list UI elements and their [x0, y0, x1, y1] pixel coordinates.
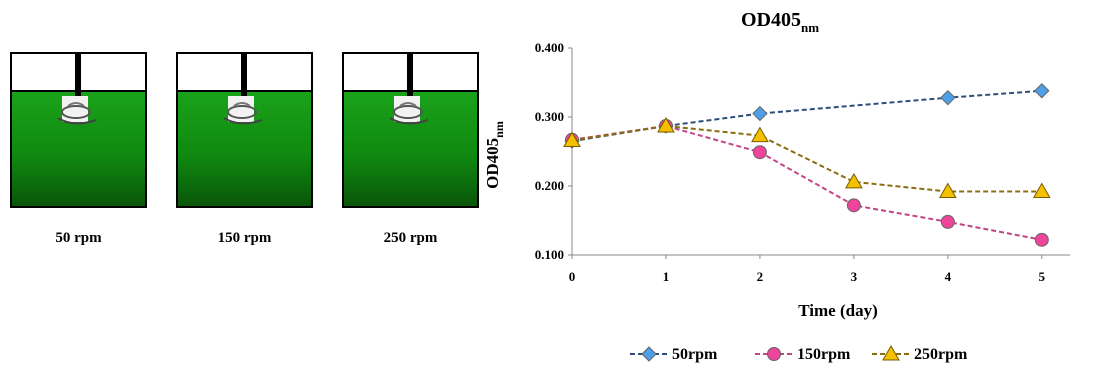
y-axis-title: OD405nm — [483, 121, 506, 189]
series-line-250rpm — [571, 124, 1042, 193]
legend-item-250rpm: 250rpm — [872, 344, 968, 363]
y-tick-label: 0.300 — [535, 109, 564, 124]
legend-label: 50rpm — [672, 346, 718, 363]
legend-marker — [882, 344, 900, 361]
x-tick-label: 3 — [851, 269, 858, 284]
data-point-250rpm — [657, 116, 675, 133]
series-line-150rpm — [571, 124, 1042, 241]
x-tick-label: 0 — [569, 269, 576, 284]
data-point-50rpm — [752, 105, 768, 122]
data-point-250rpm — [1032, 182, 1051, 199]
legend-label: 250rpm — [914, 346, 968, 363]
data-point-150rpm — [846, 198, 861, 213]
data-point-150rpm — [1034, 232, 1049, 247]
impeller-icon — [223, 96, 263, 125]
series-layer — [563, 83, 1051, 247]
impeller-icon — [389, 96, 429, 125]
x-tick-label: 4 — [945, 269, 952, 284]
y-tick-label: 0.200 — [535, 178, 564, 193]
data-point-250rpm — [845, 172, 863, 189]
x-tick-label: 2 — [757, 269, 764, 284]
chart-legend: 50rpm 150rpm 250rpm — [630, 344, 968, 363]
x-axis-title: Time (day) — [798, 301, 878, 320]
series-line-50rpm — [571, 89, 1042, 143]
tank-label-250rpm: 250 rpm — [383, 230, 438, 246]
legend-label: 150rpm — [797, 346, 851, 363]
impeller-icon — [57, 96, 97, 125]
data-point-50rpm — [940, 89, 956, 106]
tank-label-150rpm: 150 rpm — [217, 230, 272, 246]
legend-marker — [641, 346, 657, 362]
data-point-150rpm — [940, 214, 955, 229]
x-tick-label: 1 — [663, 269, 670, 284]
od405-line-chart: OD405nm OD405nm Time (day) 0.100 0.200 0.3… — [483, 9, 1070, 363]
series-50rpm — [564, 83, 1050, 149]
tank-label-50rpm: 50 rpm — [55, 230, 102, 246]
legend-marker — [767, 347, 781, 361]
data-point-250rpm — [751, 126, 769, 143]
stirrer-shaft — [75, 54, 81, 96]
tank-50rpm — [10, 52, 147, 208]
y-tick-label: 0.100 — [535, 247, 564, 262]
data-point-250rpm — [563, 131, 581, 147]
tank-150rpm — [176, 52, 313, 208]
x-tick-label: 5 — [1039, 269, 1046, 284]
series-250rpm — [563, 116, 1051, 199]
stirrer-shaft — [241, 54, 247, 96]
tank-250rpm — [342, 52, 479, 208]
chart-title: OD405nm — [741, 9, 819, 35]
stirrer-shaft — [407, 54, 413, 96]
series-150rpm — [565, 118, 1049, 247]
y-tick-label: 0.400 — [535, 40, 564, 55]
data-point-50rpm — [1034, 83, 1050, 99]
legend-item-50rpm: 50rpm — [630, 346, 718, 363]
data-point-150rpm — [752, 145, 767, 160]
legend-item-150rpm: 150rpm — [755, 346, 851, 363]
data-point-250rpm — [938, 182, 957, 199]
chart-axes: 0.100 0.200 0.300 0.400 0 1 2 3 4 5 — [535, 40, 1070, 284]
